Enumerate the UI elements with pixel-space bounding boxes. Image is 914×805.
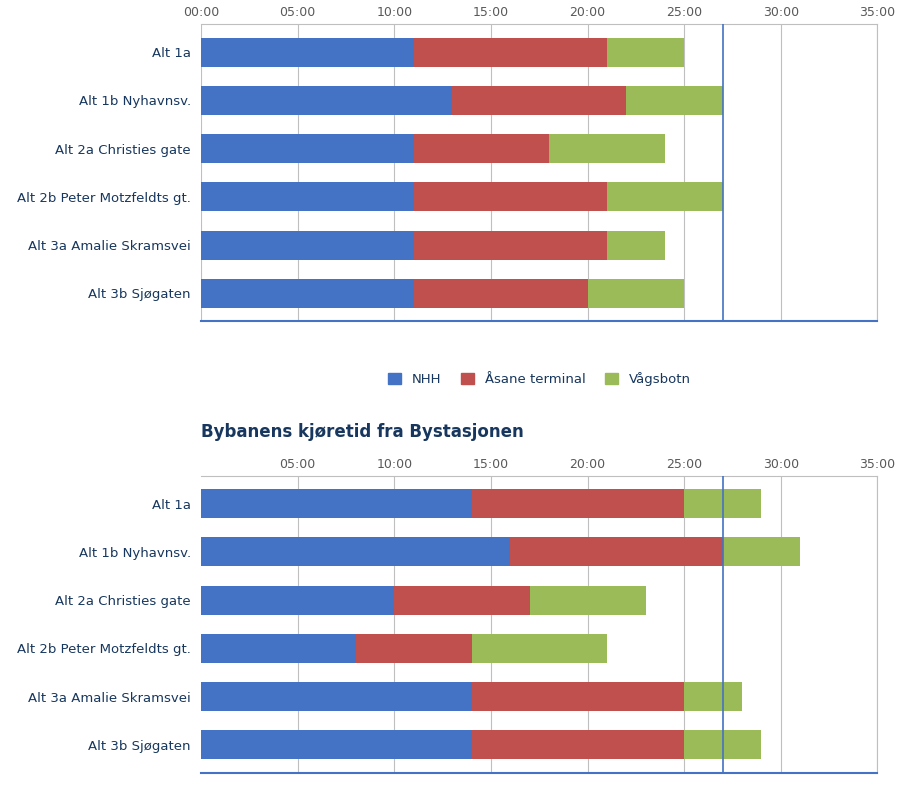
Legend: NHH, Åsane terminal, Vågsbotn: NHH, Åsane terminal, Vågsbotn (388, 372, 691, 386)
Bar (394, 586, 529, 614)
Bar (201, 183, 414, 211)
Bar (472, 682, 685, 711)
Text: Bybanens kjøretid fra Bystasjonen: Bybanens kjøretid fra Bystasjonen (201, 423, 524, 441)
Bar (201, 538, 510, 567)
Bar (549, 134, 664, 163)
Bar (201, 586, 394, 614)
Bar (201, 38, 414, 67)
Bar (588, 279, 685, 308)
Bar (414, 38, 607, 67)
Bar (201, 134, 414, 163)
Bar (607, 183, 723, 211)
Bar (472, 489, 685, 518)
Bar (723, 538, 800, 567)
Bar (356, 634, 472, 663)
Bar (472, 634, 607, 663)
Bar (201, 634, 356, 663)
Bar (685, 730, 761, 759)
Bar (414, 230, 607, 259)
Bar (510, 538, 723, 567)
Bar (414, 279, 588, 308)
Bar (201, 86, 452, 115)
Bar (607, 230, 664, 259)
Bar (626, 86, 723, 115)
Bar (607, 38, 685, 67)
Bar (201, 279, 414, 308)
Bar (452, 86, 626, 115)
Bar (201, 230, 414, 259)
Bar (414, 183, 607, 211)
Bar (529, 586, 645, 614)
Bar (201, 489, 472, 518)
Bar (414, 134, 549, 163)
Bar (685, 489, 761, 518)
Bar (685, 682, 742, 711)
Bar (201, 682, 472, 711)
Bar (472, 730, 685, 759)
Bar (201, 730, 472, 759)
